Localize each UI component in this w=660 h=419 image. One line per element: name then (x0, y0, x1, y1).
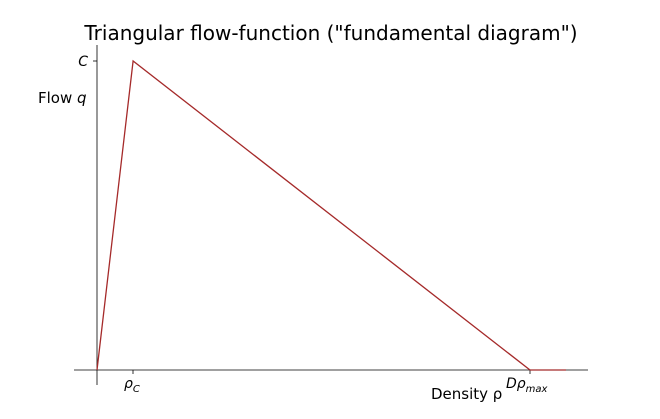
x-tick-label-d-rho-max: Dρmax (506, 376, 548, 395)
y-axis-label-variable: q (77, 89, 87, 107)
x-tick-label-rho-c-main: ρ (124, 376, 133, 392)
x-tick-label-rho-c: ρC (124, 376, 140, 395)
y-axis-label-prefix: Flow (38, 89, 77, 107)
x-tick-label-d-rho-max-main: Dρ (506, 376, 526, 392)
chart-title: Triangular flow-function ("fundamental d… (83, 21, 577, 45)
y-tick-label-c: C (78, 54, 88, 70)
y-axis-label: Flow q (38, 89, 87, 107)
x-tick-label-d-rho-max-sub: max (526, 384, 548, 395)
x-tick-label-rho-c-sub: C (133, 384, 140, 395)
x-axis-label: Density ρ (431, 385, 502, 403)
series-line-0 (96, 59, 531, 371)
series-layer (96, 59, 566, 371)
